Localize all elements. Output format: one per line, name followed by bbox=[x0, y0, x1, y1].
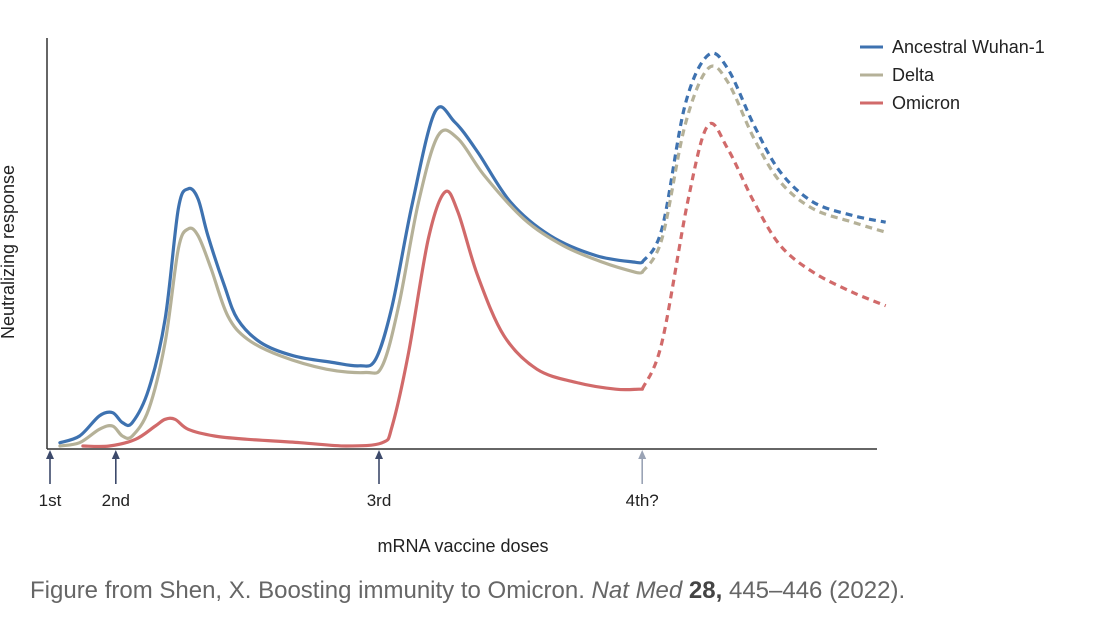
dose-label-3rd: 3rd bbox=[367, 491, 392, 510]
dose-label-4th: 4th? bbox=[626, 491, 659, 510]
dose-arrowhead-3rd bbox=[375, 450, 383, 459]
chart: Neutralizing response 1st 2nd 3rd 4th? mRNA… bbox=[0, 37, 1045, 556]
legend: Ancestral Wuhan-1 Delta Omicron bbox=[860, 37, 1045, 113]
dose-arrowhead-1st bbox=[46, 450, 54, 459]
series-projection-ancestral-wuhan-1 bbox=[640, 51, 887, 264]
dose-markers: 1st 2nd 3rd 4th? bbox=[39, 450, 659, 510]
dose-arrowhead-4th bbox=[638, 450, 647, 459]
series-projection-delta bbox=[640, 64, 887, 274]
series-delta bbox=[58, 64, 887, 448]
dose-label-1st: 1st bbox=[39, 491, 62, 510]
series-lines bbox=[58, 51, 887, 449]
figure-caption: Figure from Shen, X. Boosting immunity t… bbox=[30, 577, 905, 605]
y-axis-title: Neutralizing response bbox=[0, 165, 18, 339]
legend-label-ancestral-wuhan-1: Ancestral Wuhan-1 bbox=[892, 37, 1045, 57]
series-projection-omicron bbox=[640, 121, 887, 390]
caption-suffix: 445–446 (2022). bbox=[722, 577, 906, 604]
series-line-omicron bbox=[81, 189, 644, 449]
dose-label-2nd: 2nd bbox=[102, 491, 130, 510]
legend-label-omicron: Omicron bbox=[892, 93, 960, 113]
y-axis-title-group: Neutralizing response bbox=[0, 165, 18, 339]
series-ancestral-wuhan-1 bbox=[58, 51, 887, 445]
series-omicron bbox=[81, 121, 887, 449]
legend-label-delta: Delta bbox=[892, 65, 935, 85]
caption-prefix: Figure from Shen, X. Boosting immunity t… bbox=[30, 577, 592, 604]
dose-arrowhead-2nd bbox=[111, 450, 120, 459]
caption-journal: Nat Med bbox=[591, 577, 683, 604]
series-line-ancestral-wuhan-1 bbox=[58, 105, 644, 445]
caption-volume: 28, bbox=[688, 577, 723, 604]
x-axis-title: mRNA vaccine doses bbox=[377, 536, 548, 556]
series-line-delta bbox=[58, 128, 644, 448]
